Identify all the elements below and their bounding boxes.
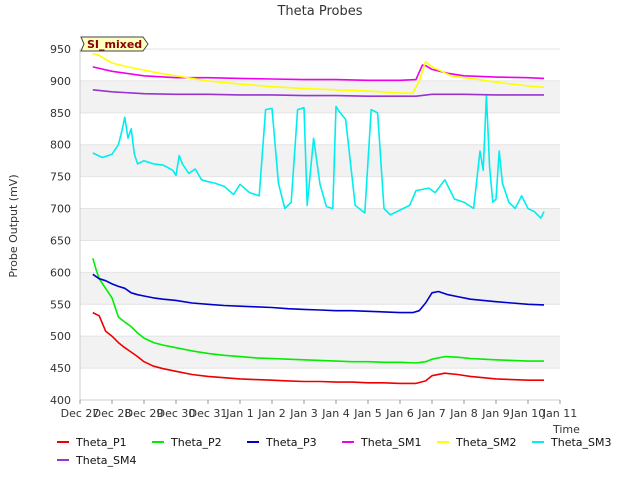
legend-label: Theta_P1 [75, 436, 127, 449]
band-450 [80, 336, 560, 369]
legend-item-theta_p3: Theta_P3 [247, 436, 317, 449]
band-850 [80, 80, 560, 113]
x-tick-label: Jan 8 [449, 407, 477, 420]
legend-item-theta_p1: Theta_P1 [57, 436, 127, 449]
badge: SI_mixed [80, 36, 149, 52]
x-axis-title: Time [552, 423, 580, 436]
x-tick-label: Dec 28 [93, 407, 132, 420]
band-650 [80, 208, 560, 241]
legend-label: Theta_SM4 [75, 454, 136, 467]
x-tick-label: Jan 6 [385, 407, 413, 420]
band-550 [80, 272, 560, 305]
x-tick-label: Jan 5 [353, 407, 381, 420]
legend-label: Theta_SM3 [550, 436, 611, 449]
y-tick-label: 600 [50, 266, 71, 279]
legend-item-theta_sm2: Theta_SM2 [437, 436, 516, 449]
y-axis-title: Probe Output (mV) [7, 174, 20, 277]
x-tick-label: Dec 27 [61, 407, 100, 420]
y-tick-label: 950 [50, 43, 71, 56]
series-line-theta_sm3 [92, 94, 545, 219]
badge-label: SI_mixed [87, 38, 142, 51]
x-tick-label: Jan 9 [481, 407, 509, 420]
chart-title: Theta Probes [276, 4, 362, 19]
background-bands [80, 80, 560, 369]
x-tick-label: Jan 1 [225, 407, 253, 420]
x-tick-label: Jan 11 [542, 407, 577, 420]
series-line-theta_sm1 [92, 64, 545, 82]
x-tick-label: Jan 4 [321, 407, 349, 420]
y-tick-label: 900 [50, 75, 71, 88]
x-tick-label: Jan 10 [510, 407, 545, 420]
y-tick-label: 850 [50, 107, 71, 120]
x-tick-label: Dec 30 [157, 407, 196, 420]
legend: Theta_P1 Theta_P2 Theta_P3 Theta_SM1 Theta_S… [57, 436, 611, 467]
x-tick-label: Jan 3 [289, 407, 317, 420]
legend-item-theta_sm3: Theta_SM3 [532, 436, 611, 449]
x-tick-label: Jan 7 [417, 407, 445, 420]
band-750 [80, 144, 560, 177]
y-tick-labels: 400 450 500 550 600 650 700 750 800 850 900 950 [50, 43, 71, 407]
series-line-theta_sm4 [92, 89, 544, 97]
legend-label: Theta_P3 [265, 436, 317, 449]
legend-item-theta_p2: Theta_P2 [152, 436, 222, 449]
y-tick-label: 800 [50, 139, 71, 152]
y-tick-label: 450 [50, 362, 71, 375]
legend-item-theta_sm4: Theta_SM4 [57, 454, 136, 467]
x-tick-label: Dec 31 [189, 407, 228, 420]
series-line-theta_p3 [92, 273, 545, 314]
plot-series [92, 52, 545, 385]
legend-label: Theta_P2 [170, 436, 222, 449]
series-line-theta_sm2 [92, 52, 545, 94]
legend-label: Theta_SM2 [455, 436, 516, 449]
x-tick-label: Dec 29 [125, 407, 164, 420]
y-tick-label: 650 [50, 234, 71, 247]
badge-box [80, 36, 149, 52]
series-line-theta_p1 [92, 311, 544, 385]
legend-label: Theta_SM1 [360, 436, 421, 449]
legend-item-theta_sm1: Theta_SM1 [342, 436, 421, 449]
y-tick-label: 700 [50, 203, 71, 216]
y-tick-label: 550 [50, 298, 71, 311]
x-tick-label: Jan 2 [257, 407, 285, 420]
y-tick-label: 500 [50, 330, 71, 343]
y-tick-label: 750 [50, 171, 71, 184]
series-line-theta_p2 [92, 258, 544, 364]
gridlines [80, 48, 560, 401]
axes [79, 49, 560, 401]
y-tick-label: 400 [50, 394, 71, 407]
